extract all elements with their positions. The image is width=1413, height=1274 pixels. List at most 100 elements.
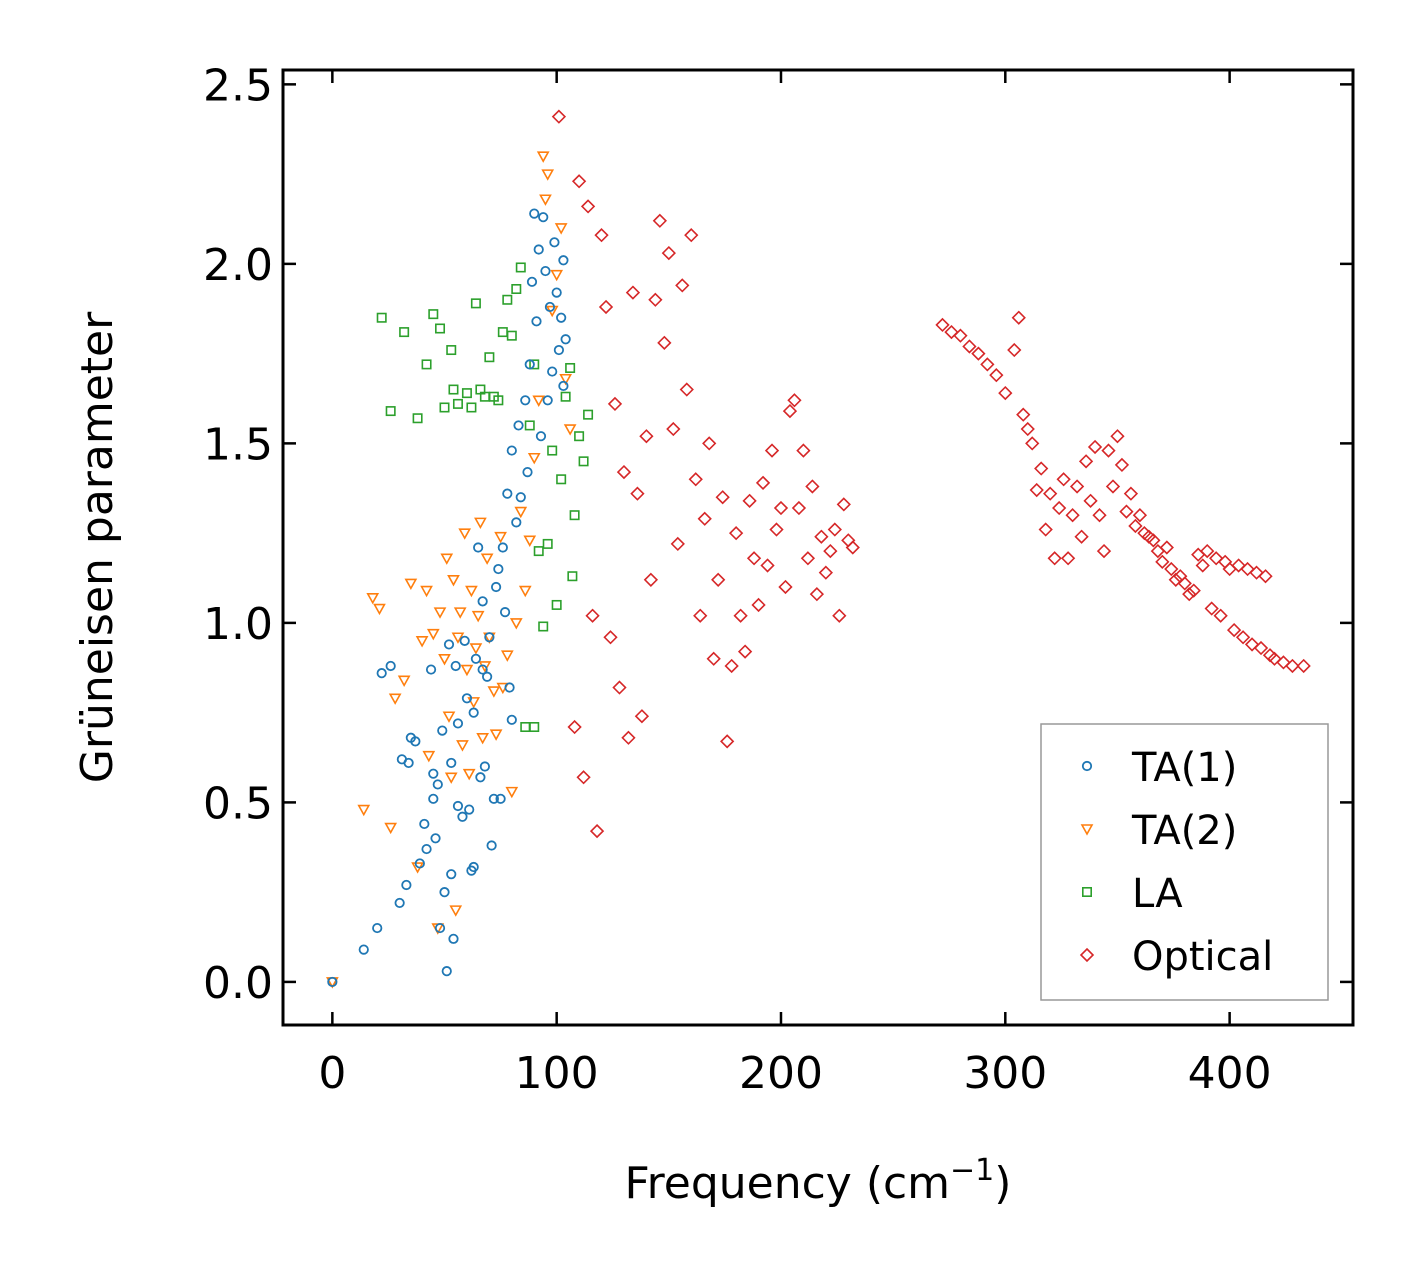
point-ta-1 bbox=[479, 761, 490, 772]
point-ta-1 bbox=[372, 922, 383, 934]
point-optical bbox=[612, 680, 627, 695]
point-la bbox=[569, 510, 580, 521]
point-ta-1 bbox=[428, 793, 439, 804]
point-optical bbox=[1168, 572, 1183, 587]
point-ta-1 bbox=[452, 718, 464, 729]
point-optical bbox=[953, 328, 968, 343]
point-ta-1 bbox=[446, 757, 457, 769]
point-optical bbox=[1200, 543, 1215, 559]
point-optical bbox=[1020, 421, 1035, 437]
point-optical bbox=[832, 608, 847, 623]
point-la bbox=[439, 402, 450, 413]
point-ta-1 bbox=[531, 316, 542, 327]
point-ta-2 bbox=[420, 585, 433, 598]
point-ta-2 bbox=[509, 618, 523, 630]
point-optical bbox=[998, 385, 1013, 401]
point-optical bbox=[1069, 479, 1085, 494]
point-optical bbox=[1240, 561, 1255, 577]
point-optical bbox=[684, 228, 699, 243]
legend: TA(1) TA(2) LA Optical bbox=[1040, 723, 1329, 1001]
point-optical bbox=[580, 199, 596, 214]
point-ta-1 bbox=[401, 879, 412, 891]
point-ta-2 bbox=[505, 786, 519, 799]
point-ta-1 bbox=[504, 682, 515, 693]
point-optical bbox=[551, 109, 567, 124]
point-ta-1 bbox=[551, 287, 562, 298]
point-la bbox=[399, 327, 410, 338]
point-ta-2 bbox=[523, 535, 537, 547]
point-ta-1 bbox=[511, 517, 522, 528]
point-optical bbox=[657, 335, 672, 350]
point-optical bbox=[1119, 504, 1134, 519]
y-tick-label: 0.0 bbox=[203, 958, 273, 1009]
point-ta-1 bbox=[538, 212, 549, 223]
point-ta-2 bbox=[453, 607, 467, 619]
point-ta-1 bbox=[425, 664, 437, 675]
point-optical bbox=[688, 472, 703, 487]
point-ta-1 bbox=[526, 276, 538, 287]
point-optical bbox=[679, 382, 694, 397]
point-optical bbox=[755, 475, 771, 491]
legend-label: TA(1) bbox=[1131, 745, 1237, 791]
point-ta-1 bbox=[493, 563, 504, 575]
point-la bbox=[529, 359, 540, 370]
point-optical bbox=[1226, 622, 1242, 638]
point-optical bbox=[836, 497, 851, 512]
point-ta-2 bbox=[465, 585, 478, 598]
point-la bbox=[412, 413, 423, 424]
point-ta-2 bbox=[471, 610, 485, 623]
point-optical bbox=[796, 443, 811, 458]
point-ta-2 bbox=[458, 528, 472, 540]
point-ta-1 bbox=[446, 869, 457, 880]
point-optical bbox=[1110, 429, 1125, 444]
point-ta-1 bbox=[491, 581, 502, 593]
point-ta-1 bbox=[533, 244, 544, 255]
point-optical bbox=[1007, 342, 1022, 358]
point-ta-1 bbox=[558, 255, 569, 266]
point-optical bbox=[571, 174, 587, 189]
point-ta-2 bbox=[415, 636, 429, 648]
point-ta-1 bbox=[549, 237, 560, 248]
point-ta-1 bbox=[475, 772, 486, 783]
point-optical bbox=[1249, 565, 1264, 580]
point-optical bbox=[800, 551, 816, 566]
point-optical bbox=[778, 579, 793, 595]
point-optical bbox=[1146, 533, 1161, 548]
point-optical bbox=[1074, 529, 1089, 544]
point-optical bbox=[603, 630, 618, 645]
point-la bbox=[421, 359, 432, 370]
point-la bbox=[497, 327, 508, 338]
point-la bbox=[567, 571, 578, 582]
point-ta-1 bbox=[421, 843, 432, 855]
point-optical bbox=[733, 608, 748, 623]
point-ta-2 bbox=[373, 603, 386, 616]
point-optical bbox=[841, 533, 856, 548]
point-optical bbox=[773, 500, 789, 516]
point-ta-1 bbox=[410, 736, 421, 747]
point-ta-2 bbox=[456, 740, 469, 752]
point-ta-1 bbox=[439, 887, 450, 898]
point-ta-1 bbox=[497, 542, 508, 553]
point-ta-2 bbox=[489, 729, 503, 741]
point-optical bbox=[1056, 472, 1071, 487]
point-optical bbox=[652, 213, 667, 228]
point-ta-1 bbox=[506, 714, 517, 725]
point-la bbox=[466, 402, 477, 413]
point-optical bbox=[962, 339, 977, 354]
point-optical bbox=[634, 709, 650, 724]
point-la bbox=[435, 323, 446, 334]
point-optical bbox=[1231, 558, 1246, 573]
point-optical bbox=[782, 403, 798, 419]
point-optical bbox=[1276, 655, 1291, 670]
point-optical bbox=[1052, 500, 1067, 516]
point-optical bbox=[971, 346, 986, 361]
point-la bbox=[542, 538, 553, 549]
point-ta-2 bbox=[384, 822, 398, 835]
point-optical bbox=[791, 500, 807, 516]
point-ta-2 bbox=[480, 553, 494, 565]
point-ta-1 bbox=[495, 793, 506, 804]
point-optical bbox=[675, 278, 690, 293]
point-optical bbox=[787, 393, 802, 408]
point-ta-2 bbox=[469, 643, 483, 655]
